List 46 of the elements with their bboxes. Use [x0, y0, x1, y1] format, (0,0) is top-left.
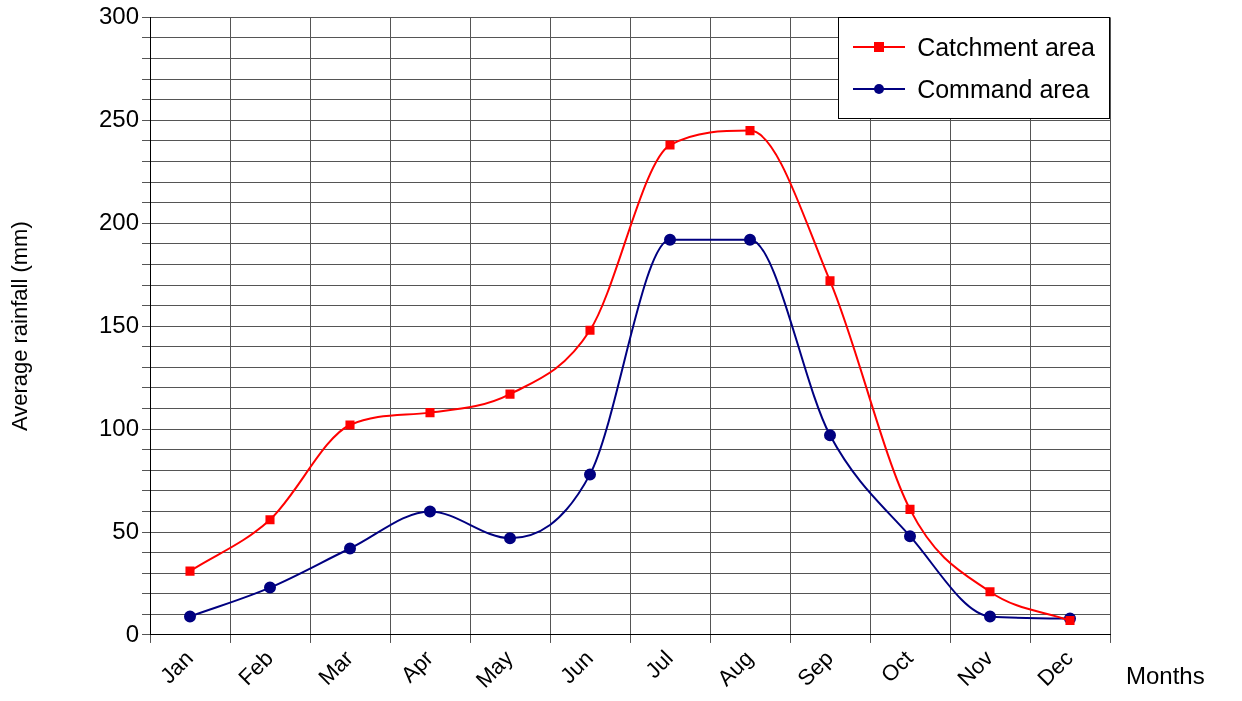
y-tick-label: 100 — [98, 413, 139, 441]
point — [665, 140, 675, 150]
point — [505, 389, 515, 399]
x-tick-label: Jun — [555, 645, 598, 689]
x-tick-label: Feb — [233, 645, 278, 690]
point — [904, 530, 916, 543]
point — [1065, 616, 1075, 626]
x-tick-label: Mar — [313, 645, 358, 690]
point — [824, 429, 836, 442]
x-tick-label: Sep — [792, 645, 838, 691]
x-tick-label: Apr — [395, 645, 438, 688]
point — [424, 505, 436, 518]
x-tick-label: Jan — [155, 645, 198, 689]
y-tick-label: 150 — [98, 310, 139, 338]
point — [185, 566, 195, 576]
y-tick-label: 0 — [125, 619, 139, 647]
point — [585, 325, 595, 335]
x-tick-label: Nov — [952, 645, 998, 691]
point — [825, 276, 835, 286]
y-tick-label: 200 — [98, 207, 139, 235]
point — [664, 233, 676, 246]
point — [264, 581, 276, 594]
point — [425, 408, 435, 418]
point — [584, 468, 596, 481]
x-tick-label: Jul — [640, 645, 678, 683]
x-tick-label: Oct — [875, 645, 918, 688]
point — [985, 587, 995, 597]
y-tick-label: 50 — [112, 516, 139, 544]
x-tick-label: May — [470, 645, 518, 693]
point — [504, 532, 516, 545]
y-axis-title: Average rainfall (mm) — [7, 221, 33, 432]
point — [345, 420, 355, 430]
point — [744, 233, 756, 246]
point — [265, 515, 275, 525]
x-axis-title: Months — [1126, 661, 1205, 689]
legend-label: Command area — [917, 74, 1090, 104]
point — [344, 542, 356, 555]
y-tick-label: 250 — [98, 104, 139, 132]
point — [184, 610, 196, 623]
point — [745, 126, 755, 136]
point — [984, 610, 996, 623]
x-tick-label: Aug — [712, 645, 758, 691]
legend-label: Catchment area — [917, 32, 1095, 62]
point — [905, 504, 915, 514]
y-tick-label: 300 — [98, 2, 139, 30]
x-tick-label: Dec — [1032, 645, 1078, 691]
